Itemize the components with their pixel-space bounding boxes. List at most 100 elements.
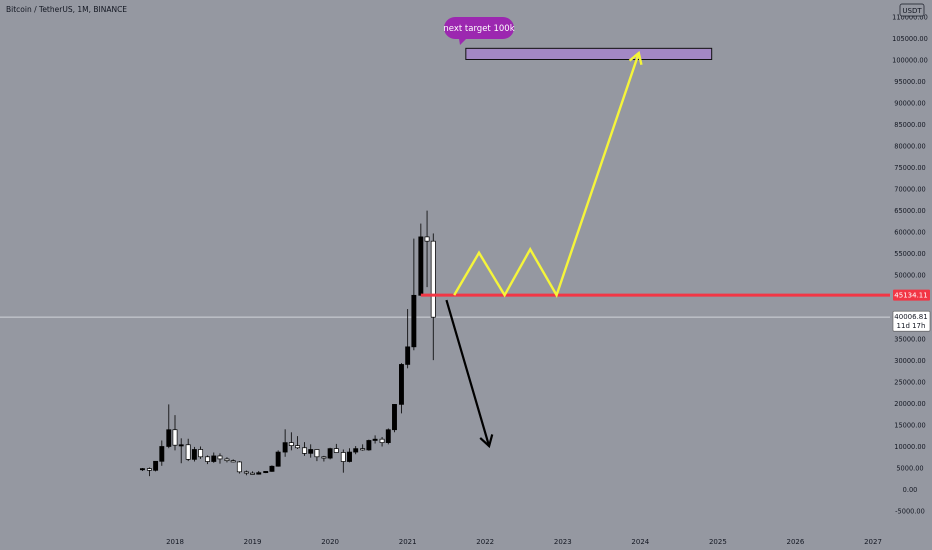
- candle-body: [411, 294, 417, 348]
- countdown-text: 11d 17h: [897, 322, 926, 330]
- candle-body: [198, 449, 204, 458]
- y-tick-label: 60000.00: [894, 228, 925, 236]
- candle-body: [295, 445, 300, 449]
- candle-body: [205, 456, 211, 462]
- y-tick-label: 30000.00: [894, 357, 925, 365]
- time-axis[interactable]: 2018 2019 2020 2021 2022 2023 2024 2025 2026 2027: [166, 538, 882, 546]
- y-tick-label: 80000.00: [894, 142, 925, 150]
- projection-down-arrowhead: [479, 434, 494, 449]
- price-axis-background: [890, 0, 932, 550]
- candle-body: [250, 472, 256, 475]
- x-tick-label: 2027: [864, 538, 882, 546]
- x-tick-label: 2022: [476, 538, 494, 546]
- projection-up-path[interactable]: [453, 52, 640, 299]
- candle-body: [185, 444, 191, 460]
- last-price-tag: 40006.81 11d 17h: [892, 310, 931, 332]
- candle-body: [275, 451, 281, 467]
- y-tick-label: 85000.00: [894, 121, 925, 129]
- annotation-bubble-shape: [444, 17, 515, 45]
- candle-body: [372, 438, 378, 441]
- candle-body: [159, 446, 165, 462]
- y-tick-label: 55000.00: [894, 250, 925, 258]
- currency-badge[interactable]: USDT: [899, 3, 925, 17]
- support-price-tag-text: 45134.11: [894, 292, 927, 300]
- candle-body: [366, 440, 372, 451]
- candle-body: [166, 429, 172, 447]
- y-tick-label: 110000.00: [892, 14, 928, 22]
- price-axis[interactable]: -5000.00 0.00 5000.00 10000.00 15000.00 20000…: [890, 0, 932, 550]
- y-tick-label: -5000.00: [895, 507, 925, 515]
- x-tick-label: 2019: [244, 538, 262, 546]
- drawing-overlay: next target 100k: [420, 17, 890, 449]
- candle-body: [418, 236, 424, 296]
- candle-body: [353, 448, 359, 453]
- last-price-tag-box: [892, 310, 931, 332]
- candle-body: [263, 471, 269, 474]
- candle-body: [430, 240, 436, 318]
- y-tick-label: 70000.00: [894, 185, 925, 193]
- candle-body: [211, 455, 217, 462]
- candle-body: [178, 444, 184, 447]
- candle-body: [146, 468, 152, 471]
- candle-body: [269, 465, 275, 472]
- candle-body: [224, 458, 230, 462]
- support-price-tag-box: [893, 289, 930, 301]
- candle-body: [282, 442, 288, 453]
- candle-body: [399, 364, 404, 405]
- candle-body: [392, 404, 397, 431]
- candle-body: [424, 236, 430, 242]
- x-tick-label: 2025: [709, 538, 727, 546]
- candle-body: [191, 449, 197, 460]
- candle-body: [405, 346, 411, 365]
- y-tick-label: 105000.00: [892, 35, 928, 43]
- annotation-bubble-text: next target 100k: [443, 24, 514, 34]
- y-tick-label: 15000.00: [894, 422, 925, 430]
- x-tick-label: 2018: [166, 538, 184, 546]
- candle-body: [236, 461, 242, 473]
- y-tick-label: 35000.00: [894, 336, 925, 344]
- candle-body: [302, 447, 307, 454]
- last-price-tag-text: 40006.81: [894, 313, 927, 321]
- y-tick-label: 5000.00: [896, 465, 923, 473]
- candle-body: [333, 448, 339, 453]
- x-tick-label: 2020: [321, 538, 339, 546]
- candle-body: [256, 472, 262, 475]
- support-price-tag: 45134.11: [893, 289, 930, 301]
- candle-body: [360, 448, 366, 451]
- currency-badge-text: USDT: [902, 7, 922, 15]
- annotation-bubble[interactable]: next target 100k: [443, 17, 515, 45]
- y-tick-label: 90000.00: [894, 99, 925, 107]
- candle-body: [230, 460, 236, 463]
- y-tick-label: 95000.00: [894, 78, 925, 86]
- candle-body: [321, 456, 327, 459]
- candle-body: [217, 455, 223, 460]
- y-tick-label: 100000.00: [892, 57, 928, 65]
- candlestick-series: [139, 210, 436, 477]
- candle-body: [340, 452, 346, 462]
- y-tick-label: 20000.00: [894, 400, 925, 408]
- currency-badge-box: [899, 3, 925, 17]
- y-tick-label: 0.00: [903, 486, 918, 494]
- y-tick-label: 50000.00: [894, 271, 925, 279]
- y-tick-label: 25000.00: [894, 379, 925, 387]
- y-tick-label: 10000.00: [894, 443, 925, 451]
- y-tick-label: 75000.00: [894, 164, 925, 172]
- projection-up-arrowhead: [628, 50, 643, 66]
- x-tick-label: 2021: [399, 538, 417, 546]
- candle-body: [139, 468, 145, 471]
- candle-body: [243, 471, 249, 474]
- x-tick-label: 2026: [787, 538, 805, 546]
- symbol-label[interactable]: Bitcoin / TetherUS, 1M, BINANCE: [6, 5, 127, 14]
- projection-down-path[interactable]: [445, 299, 491, 447]
- candle-body: [347, 451, 352, 462]
- x-tick-label: 2024: [631, 538, 649, 546]
- target-zone-box[interactable]: [465, 47, 713, 60]
- candle-body: [172, 429, 178, 446]
- x-tick-label: 2023: [554, 538, 572, 546]
- candle-body: [379, 438, 385, 443]
- candle-body: [327, 448, 333, 459]
- candle-body: [153, 460, 159, 471]
- y-tick-label: 65000.00: [894, 207, 925, 215]
- candle-body: [288, 442, 294, 446]
